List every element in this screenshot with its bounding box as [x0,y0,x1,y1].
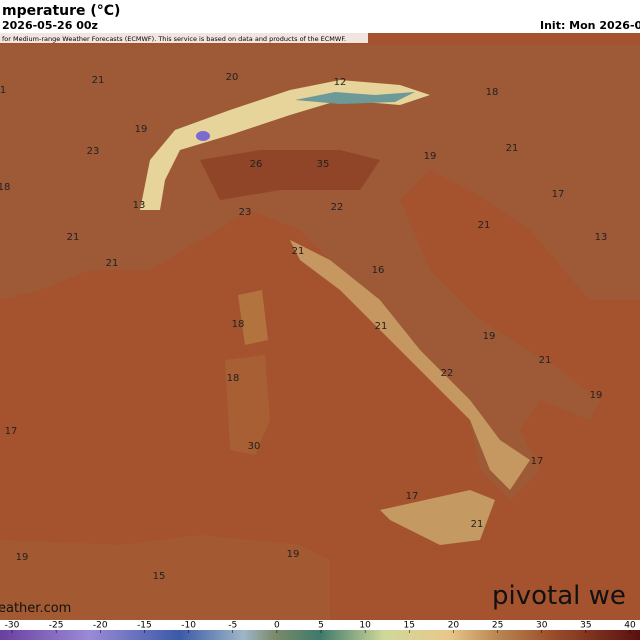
temp-label: 19 [135,124,148,135]
sardinia [225,355,270,455]
valid-time: 2026-05-26 00z [2,19,98,32]
temp-label: 1 [0,85,6,96]
colorbar-tick-label: 25 [492,621,503,631]
temp-label: 22 [331,202,344,213]
temp-label: 21 [478,220,491,231]
sicily [380,490,495,545]
colorbar-tick-label: 0 [274,621,280,631]
temp-label: 19 [287,549,300,560]
colorbar-tick-label: -20 [93,621,108,631]
temp-label: 12 [334,77,347,88]
colorbar [0,630,640,640]
colorbar-tick-label: 10 [359,621,371,631]
temp-label: 23 [87,146,100,157]
po-valley [200,150,380,200]
title: mperature (°C) [2,3,120,19]
colorbar-tick-label: -10 [181,621,196,631]
temp-label: 22 [441,368,454,379]
temp-label: 16 [372,265,385,276]
colorbar-tick-label: -5 [228,621,237,631]
temp-label: 13 [133,200,146,211]
temp-label: 19 [483,331,496,342]
temp-label: 18 [232,319,245,330]
temp-label: 21 [471,519,484,530]
map-labels: 1 21 20 12 18 19 23 26 35 19 21 18 17 13 23 22 21 13 21 21 2… [0,72,607,582]
temp-label: 21 [92,75,105,86]
credit: for Medium-range Weather Forecasts (ECMW… [2,35,346,43]
colorbar-tick-label: -30 [5,621,20,631]
site-url: eather.com [0,601,71,616]
temp-label: 17 [5,426,18,437]
temp-label: 19 [16,552,29,563]
temp-label: 21 [506,143,519,154]
colorbar-tick-label: 15 [404,621,415,631]
temp-label: 17 [531,456,544,467]
temp-label: 21 [67,232,80,243]
temp-label: 21 [375,321,388,332]
temp-label: 26 [250,159,263,170]
colorbar-ticks: -30 -25 -20 -15 -10 -5 0 5 10 15 20 25 30 35 40 [5,621,636,633]
temp-label: 15 [153,571,166,582]
corsica [238,290,268,345]
temp-label: 18 [0,182,10,193]
temp-label: 19 [590,390,603,401]
credit-bar [0,33,368,43]
temp-label: 23 [239,207,252,218]
temp-label: 17 [406,491,419,502]
colorbar-tick-label: -15 [137,621,152,631]
temp-label: 19 [424,151,437,162]
temp-label: 13 [595,232,608,243]
colorbar-tick-label: -25 [49,621,64,631]
alps [140,80,430,210]
temp-label: 17 [552,189,565,200]
init-time: Init: Mon 2026-05 [540,19,640,32]
temp-label: 35 [317,159,330,170]
temp-label: 21 [106,258,119,269]
colorbar-tick-label: 30 [536,621,548,631]
colorbar-tick-label: 40 [624,621,636,631]
land-africa [0,535,330,620]
colorbar-tick-label: 20 [448,621,460,631]
temp-label: 21 [539,355,552,366]
colorbar-tick-label: 5 [318,621,324,631]
temp-label: 21 [292,246,305,257]
temp-label: 30 [248,441,261,452]
cold-spot [196,131,210,141]
temp-label: 18 [227,373,240,384]
colorbar-tick-label: 35 [580,621,591,631]
logo: pivotal we [492,581,626,611]
temp-label: 20 [226,72,239,83]
alps-cold [295,92,415,104]
header-bar [0,0,640,33]
temp-label: 18 [486,87,499,98]
apennines [290,240,530,490]
